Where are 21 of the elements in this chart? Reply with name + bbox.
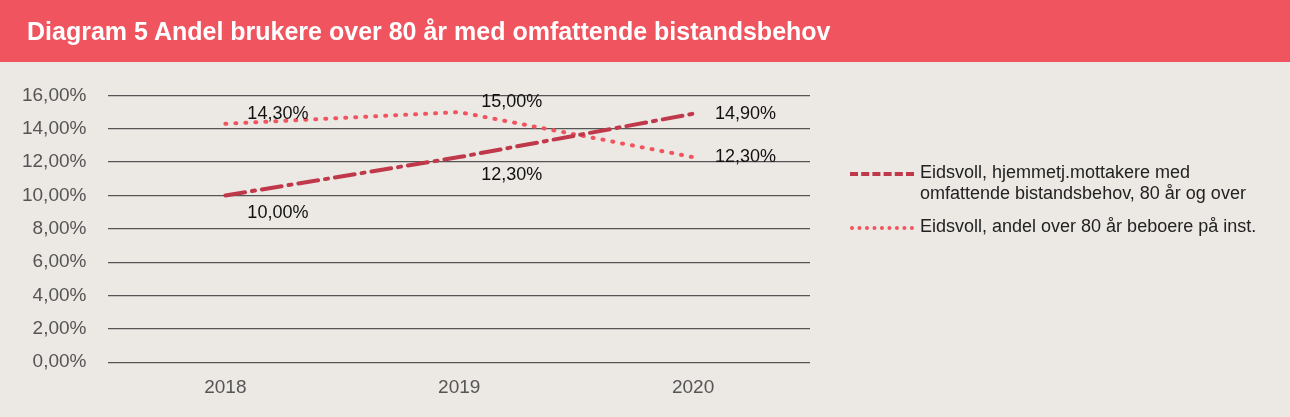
- data-label: 14,90%: [715, 102, 777, 123]
- y-tick-label: 16,00%: [21, 83, 87, 105]
- y-tick-label: 8,00%: [32, 217, 87, 239]
- data-label: 10,00%: [247, 202, 309, 223]
- x-tick-label: 2019: [438, 375, 481, 397]
- y-tick-label: 14,00%: [21, 116, 87, 138]
- y-tick-label: 0,00%: [32, 350, 87, 372]
- data-label: 14,30%: [247, 102, 309, 123]
- data-label: 15,00%: [481, 91, 543, 112]
- y-tick-label: 4,00%: [32, 283, 87, 305]
- data-label: 12,30%: [481, 164, 543, 185]
- y-tick-label: 12,00%: [21, 150, 87, 172]
- chart-title: Diagram 5 Andel brukere over 80 år med omfattende bistandsbehov: [0, 0, 1290, 62]
- x-tick-label: 2020: [671, 375, 715, 397]
- legend-label: Eidsvoll, andel over 80 år beboere på inst.: [920, 216, 1257, 237]
- legend-label: Eidsvoll, hjemmetj.mottakere med omfattende bistandsbehov, 80 år og over: [920, 162, 1247, 204]
- y-tick-label: 2,00%: [32, 317, 87, 339]
- y-tick-label: 6,00%: [32, 250, 87, 272]
- y-tick-label: 10,00%: [21, 183, 87, 205]
- data-label: 12,30%: [715, 146, 777, 167]
- x-tick-label: 2018: [204, 375, 247, 397]
